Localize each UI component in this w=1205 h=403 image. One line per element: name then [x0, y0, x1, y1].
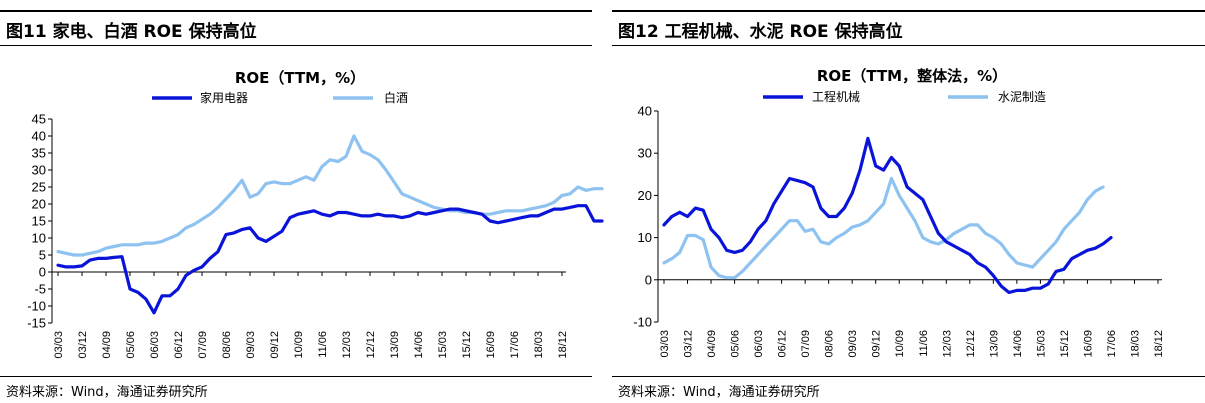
x-tick-label: 05/06	[125, 331, 137, 359]
x-tick-label: 12/12	[965, 330, 977, 358]
x-tick-label: 13/09	[988, 330, 1000, 358]
x-tick-label: 14/06	[413, 331, 425, 359]
roe-chart-appliance-liquor: ROE（TTM，%） 家用电器 白酒 -15 -10 -5 0 5 10 15 20 25 30 35 40…	[27, 69, 604, 359]
y-tick-label: 20	[638, 188, 652, 203]
x-tick-label: 11/06	[918, 330, 930, 357]
x-tick-label: 15/12	[1059, 330, 1071, 358]
figure-title: 图12 工程机械、水泥 ROE 保持高位	[618, 22, 903, 42]
x-tick-label: 09/12	[871, 330, 883, 358]
bottom-rule	[0, 376, 592, 377]
source-note: 资料来源：Wind，海通证券研究所	[6, 385, 208, 400]
series-line-dark	[662, 136, 1113, 295]
figure-11-panel: 图11 家电、白酒 ROE 保持高位 ROE（TTM，%） 家用电器 白酒 -15 -1…	[0, 0, 604, 403]
source-note: 资料来源：Wind，海通证券研究所	[618, 385, 820, 400]
y-tick-label: 20	[32, 197, 46, 212]
y-tick-label: 5	[39, 248, 46, 263]
x-tick-label: 14/06	[1012, 330, 1024, 358]
y-tick-label: 40	[32, 129, 46, 144]
figure-title: 图11 家电、白酒 ROE 保持高位	[6, 22, 257, 42]
x-tick-label: 13/09	[389, 331, 401, 359]
legend-label: 水泥制造	[998, 90, 1046, 104]
x-tick-label: 03/03	[659, 330, 671, 358]
x-tick-label: 09/03	[245, 331, 257, 359]
y-tick-label: 35	[32, 146, 46, 161]
x-tick-label: 16/09	[485, 331, 497, 359]
figure-12-panel: 图12 工程机械、水泥 ROE 保持高位 ROE（TTM，整体法，%） 工程机械 水…	[612, 0, 1205, 403]
x-tick-label: 15/03	[1035, 330, 1047, 358]
x-tick-label: 12/12	[365, 331, 377, 359]
x-tick-label: 11/06	[317, 331, 329, 358]
title-rule	[612, 45, 1205, 46]
y-tick-label: -10	[633, 315, 652, 330]
series-line-dark	[56, 204, 604, 315]
x-tick-label: 18/03	[1129, 330, 1141, 358]
top-rule	[612, 10, 1205, 12]
x-tick-label: 10/09	[894, 330, 906, 358]
x-tick-label: 09/12	[269, 331, 281, 359]
x-tick-label: 06/12	[173, 331, 185, 359]
x-tick-label: 18/12	[557, 331, 569, 359]
y-tick-label: -5	[34, 282, 46, 297]
legend-label: 工程机械	[812, 89, 860, 104]
x-tick-label: 16/09	[1082, 330, 1094, 358]
x-tick-label: 12/03	[941, 330, 953, 358]
x-tick-label: 08/06	[824, 330, 836, 358]
x-tick-label: 18/03	[533, 331, 545, 359]
y-tick-label: 0	[39, 265, 46, 280]
y-tick-label: 0	[645, 272, 652, 287]
y-tick-label: 10	[32, 231, 46, 246]
x-tick-label: 15/12	[461, 331, 473, 359]
title-rule	[0, 45, 592, 46]
x-tick-label: 10/09	[293, 331, 305, 359]
y-tick-label: -10	[27, 299, 46, 314]
series-line-light	[56, 134, 604, 257]
roe-chart-machinery-cement: ROE（TTM，整体法，%） 工程机械 水泥制造 -10 0 10 20 30 40 03/03 0…	[633, 67, 1165, 358]
y-tick-label: 30	[32, 163, 46, 178]
chart-title: ROE（TTM，%）	[235, 69, 365, 87]
x-tick-label: 12/03	[341, 331, 353, 359]
y-tick-label: 15	[32, 214, 46, 229]
x-tick-label: 17/06	[1106, 330, 1118, 358]
x-tick-label: 07/09	[197, 331, 209, 359]
x-tick-label: 04/09	[101, 331, 113, 359]
bottom-rule	[612, 376, 1205, 377]
x-tick-label: 03/12	[683, 330, 695, 358]
x-tick-label: 18/12	[1153, 330, 1165, 358]
legend-label: 白酒	[384, 90, 408, 105]
x-tick-label: 06/03	[149, 331, 161, 359]
x-tick-label: 06/12	[777, 330, 789, 358]
y-tick-label: 30	[638, 146, 652, 161]
y-tick-label: 25	[32, 180, 46, 195]
x-tick-label: 08/06	[221, 331, 233, 359]
legend-label: 家用电器	[200, 90, 248, 105]
top-rule	[0, 10, 592, 12]
x-tick-label: 15/03	[437, 331, 449, 359]
series-line-light	[662, 176, 1105, 280]
x-tick-label: 05/06	[730, 330, 742, 358]
x-tick-label: 06/03	[753, 330, 765, 358]
chart-title: ROE（TTM，整体法，%）	[817, 67, 1007, 85]
x-tick-label: 03/12	[77, 331, 89, 359]
y-tick-label: 40	[638, 104, 652, 119]
x-tick-label: 09/03	[847, 330, 859, 358]
y-tick-label: 10	[638, 230, 652, 245]
x-tick-label: 07/09	[800, 330, 812, 358]
x-tick-label: 03/03	[53, 331, 65, 359]
x-tick-label: 17/06	[509, 331, 521, 359]
y-tick-label: -15	[27, 316, 46, 331]
x-tick-label: 04/09	[706, 330, 718, 358]
y-tick-label: 45	[32, 112, 46, 127]
